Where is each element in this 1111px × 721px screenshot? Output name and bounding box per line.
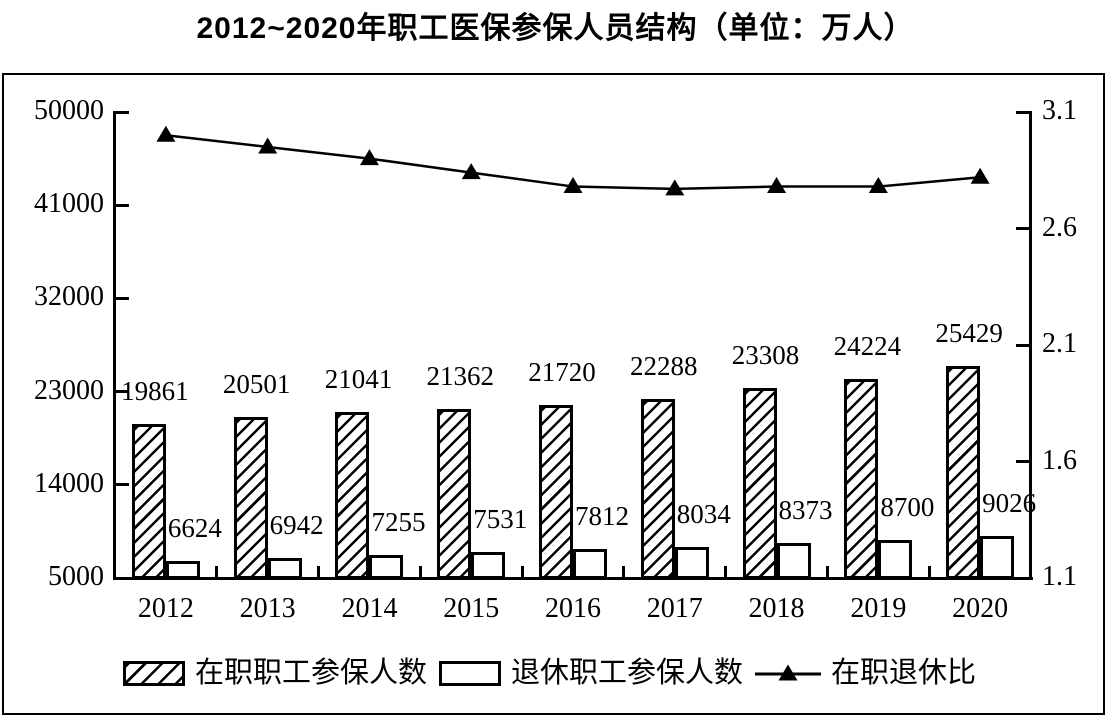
x-axis-category-label: 2017 xyxy=(646,593,703,624)
legend-line-sample xyxy=(755,664,821,681)
y-axis-right xyxy=(1029,111,1032,580)
y-axis-right-label: 2.1 xyxy=(1042,328,1077,359)
triangle-marker xyxy=(359,149,379,166)
x-axis-category-label: 2019 xyxy=(850,593,907,624)
chart-frame xyxy=(2,73,1105,715)
y-axis-left-label: 23000 xyxy=(34,374,104,406)
x-axis-tick xyxy=(927,566,931,578)
y-axis-left-tick xyxy=(116,110,129,114)
bar-employed-2014 xyxy=(335,411,370,580)
bar-employed-2016 xyxy=(539,404,573,580)
bar-retired-2017 xyxy=(674,546,709,580)
x-axis-category-label: 2016 xyxy=(545,593,601,624)
bar-retired-2015 xyxy=(471,551,506,580)
bar-retired-2020 xyxy=(980,536,1015,580)
bar-value-label: 25429 xyxy=(935,318,1003,349)
y-axis-left xyxy=(113,111,116,580)
x-axis-category-label: 2013 xyxy=(239,593,296,624)
triangle-marker xyxy=(767,177,787,194)
triangle-marker xyxy=(258,137,278,154)
legend-swatch-retired xyxy=(438,660,501,686)
y-axis-right-label: 1.1 xyxy=(1042,561,1077,592)
x-axis-tick xyxy=(520,566,524,578)
y-axis-right-tick xyxy=(1016,110,1029,114)
triangle-marker xyxy=(868,177,888,194)
bar-employed-2019 xyxy=(844,378,879,580)
x-axis-category-label: 2012 xyxy=(137,593,194,624)
bar-retired-2012 xyxy=(165,561,200,580)
x-axis-tick xyxy=(215,566,219,578)
y-axis-left-label: 50000 xyxy=(34,95,104,126)
bar-retired-2019 xyxy=(878,539,913,580)
bar-value-label: 8373 xyxy=(778,495,833,526)
legend-triangle-marker xyxy=(778,664,798,681)
bar-value-label: 7531 xyxy=(473,503,528,534)
triangle-marker xyxy=(156,125,176,142)
legend-label: 在职退休比 xyxy=(831,657,977,689)
bar-value-label: 6624 xyxy=(167,513,222,544)
bar-employed-2013 xyxy=(233,417,268,580)
triangle-marker xyxy=(665,179,685,196)
bar-value-label: 21362 xyxy=(426,360,494,391)
y-axis-right-label: 3.1 xyxy=(1042,95,1077,126)
bar-value-label: 6942 xyxy=(269,509,324,540)
bar-retired-2018 xyxy=(776,543,811,580)
y-axis-right-tick xyxy=(1016,460,1029,463)
y-axis-right-tick xyxy=(1016,227,1029,230)
chart-title: 2012~2020年职工医保参保人员结构（单位：万人） xyxy=(196,12,915,45)
bar-retired-2013 xyxy=(267,557,302,580)
y-axis-left-label: 14000 xyxy=(34,467,104,499)
bar-value-label: 8034 xyxy=(676,498,731,529)
y-axis-left-tick xyxy=(116,296,129,300)
y-axis-left-label: 5000 xyxy=(48,561,104,592)
x-axis-tick xyxy=(317,566,321,578)
bar-retired-2014 xyxy=(369,554,404,580)
triangle-marker xyxy=(563,177,583,194)
legend-label: 在职职工参保人数 xyxy=(194,657,427,689)
x-axis-tick xyxy=(418,566,422,578)
y-axis-right-label: 1.6 xyxy=(1042,444,1077,476)
bar-value-label: 7812 xyxy=(575,500,629,531)
y-axis-left-tick xyxy=(116,203,129,207)
triangle-marker xyxy=(461,163,481,180)
y-axis-left-label: 32000 xyxy=(34,281,104,313)
x-axis-category-label: 2015 xyxy=(443,593,500,624)
bar-retired-2016 xyxy=(573,548,607,580)
bar-value-label: 8700 xyxy=(880,491,935,522)
legend-swatch-employed xyxy=(122,660,185,686)
y-axis-right-tick xyxy=(1016,576,1029,580)
bar-employed-2020 xyxy=(946,366,981,580)
bar-value-label: 9026 xyxy=(982,488,1037,519)
x-axis-category-label: 2020 xyxy=(952,593,1009,624)
y-axis-left-label: 41000 xyxy=(34,188,104,220)
x-axis-tick xyxy=(724,566,728,578)
bar-value-label: 22288 xyxy=(630,350,698,381)
legend: 在职职工参保人数 退休职工参保人数 在职退休比 xyxy=(0,653,1111,693)
y-axis-left-tick xyxy=(116,576,129,580)
y-axis-left-tick xyxy=(116,390,129,394)
x-axis-category-label: 2018 xyxy=(748,593,805,624)
bar-value-label: 20501 xyxy=(222,369,291,400)
bar-value-label: 21041 xyxy=(324,363,393,394)
x-axis-tick xyxy=(622,566,626,578)
bar-value-label: 23308 xyxy=(731,340,800,371)
triangle-marker xyxy=(970,167,990,184)
x-axis-category-label: 2014 xyxy=(341,593,398,624)
x-axis-tick xyxy=(825,566,829,578)
bar-value-label: 21720 xyxy=(528,356,596,387)
y-axis-right-tick xyxy=(1016,343,1029,347)
bar-value-label: 7255 xyxy=(371,506,426,537)
bar-employed-2012 xyxy=(131,424,166,580)
bar-value-label: 19861 xyxy=(121,376,189,407)
bar-employed-2017 xyxy=(640,398,675,580)
bar-employed-2015 xyxy=(437,408,472,580)
legend-label: 退休职工参保人数 xyxy=(510,657,743,689)
y-axis-left-tick xyxy=(116,483,129,487)
bar-employed-2018 xyxy=(742,388,777,580)
bar-value-label: 24224 xyxy=(833,330,902,361)
y-axis-right-label: 2.6 xyxy=(1042,211,1077,243)
